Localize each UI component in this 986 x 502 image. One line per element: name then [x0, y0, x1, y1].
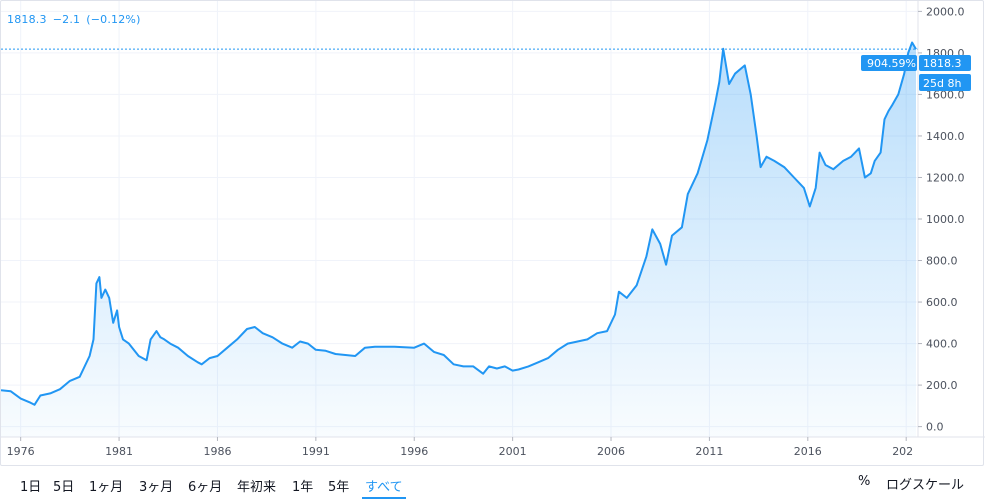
x-tick-label: 1991	[302, 445, 330, 458]
y-tick-label: 2000.0	[926, 5, 965, 18]
y-tick-label: 200.0	[926, 379, 958, 392]
x-tick-label: 2011	[695, 445, 723, 458]
x-tick-label: 1976	[7, 445, 35, 458]
percent-scale-button[interactable]: %	[858, 474, 871, 489]
x-tick-label: 2006	[597, 445, 625, 458]
y-tick-label: 1000.0	[926, 213, 965, 226]
range-5d-button[interactable]: 5日	[53, 480, 75, 495]
x-tick-label: 202	[892, 445, 913, 458]
y-tick-label: 1600.0	[926, 88, 965, 101]
range-1m-button[interactable]: 1ヶ月	[89, 480, 124, 495]
y-tick-label: 400.0	[926, 338, 958, 351]
x-tick-label: 2016	[794, 445, 822, 458]
percent-tag-text: 904.59%	[867, 57, 916, 70]
y-tick-label: 1400.0	[926, 130, 965, 143]
x-tick-label: 1996	[400, 445, 428, 458]
range-1y-button[interactable]: 1年	[292, 480, 314, 495]
price-axis[interactable]: 0.0 200.0 400.0 600.0 800.0 1000.0 1200.0 1400.…	[918, 5, 965, 434]
range-5y-button[interactable]: 5年	[328, 480, 350, 495]
percent-tag: 904.59%	[861, 55, 917, 71]
price-legend: 1818.3 −2.1 (−0.12%)	[7, 13, 147, 26]
legend-change-pct: (−0.12%)	[86, 13, 141, 26]
time-axis[interactable]: 1976 1981 1986 1991 1996 2001 2006 2011 2016 202	[7, 437, 914, 458]
range-ytd-button[interactable]: 年初来	[237, 480, 277, 495]
x-tick-label: 1986	[203, 445, 231, 458]
countdown-tag: 25d 8h	[919, 74, 971, 91]
range-6m-button[interactable]: 6ヶ月	[188, 480, 223, 495]
legend-price: 1818.3	[7, 13, 47, 26]
price-area-fill	[1, 42, 916, 437]
y-tick-label: 800.0	[926, 255, 958, 268]
chart-panel[interactable]: 0.0 200.0 400.0 600.0 800.0 1000.0 1200.0 1400.…	[0, 0, 985, 467]
range-3m-button[interactable]: 3ヶ月	[139, 480, 174, 495]
range-all-button[interactable]: すべて	[362, 474, 406, 499]
price-line	[1, 41, 917, 406]
legend-change: −2.1	[52, 13, 81, 26]
x-tick-label: 1981	[105, 445, 133, 458]
y-tick-label: 600.0	[926, 296, 958, 309]
last-price-tag-text: 1818.3	[923, 57, 962, 70]
range-1d-button[interactable]: 1日	[20, 480, 42, 495]
range-toolbar: 1日 5日 1ヶ月 3ヶ月 6ヶ月 年初来 1年 5年 すべて % ログスケール	[0, 468, 986, 502]
price-chart[interactable]: 0.0 200.0 400.0 600.0 800.0 1000.0 1200.0 1400.…	[1, 1, 985, 467]
countdown-tag-text: 25d 8h	[923, 77, 961, 90]
y-tick-label: 0.0	[926, 421, 944, 434]
y-tick-label: 1200.0	[926, 171, 965, 184]
log-scale-button[interactable]: ログスケール	[886, 478, 965, 493]
x-tick-label: 2001	[499, 445, 527, 458]
last-price-tag: 1818.3	[919, 55, 971, 71]
